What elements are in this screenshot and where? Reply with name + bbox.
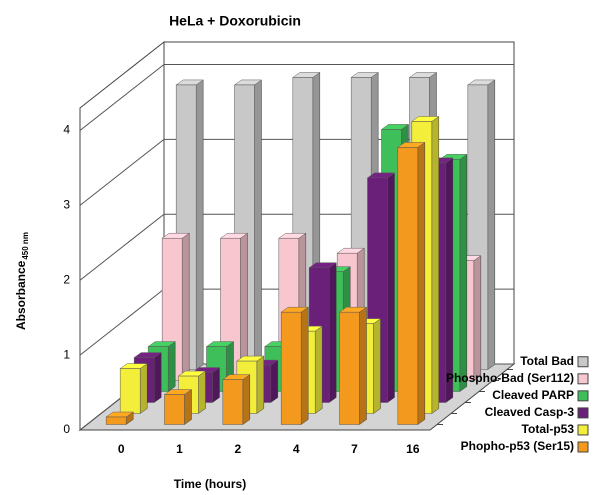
bar-side <box>153 352 162 403</box>
bar-side <box>328 262 337 403</box>
x-tick-label: 0 <box>118 442 125 456</box>
bar <box>280 311 302 425</box>
chart-title: HeLa + Doxorubicin <box>169 13 301 29</box>
legend-swatch <box>577 373 589 385</box>
y-tick-label: 3 <box>63 198 70 212</box>
y-axis-title-main: Absorbance <box>14 260 28 330</box>
y-tick-label: 0 <box>63 422 70 436</box>
x-tick-label: 7 <box>351 442 358 456</box>
y-tick-label: 4 <box>63 123 70 137</box>
bar-side <box>459 153 468 392</box>
bar-side <box>198 370 206 414</box>
legend-label: Phospho-Bad (Ser112) <box>446 371 574 385</box>
bar-side <box>181 232 190 381</box>
y-tick-label: 2 <box>63 272 70 286</box>
bar-side <box>212 367 220 403</box>
legend-label: Total Bad <box>520 354 574 368</box>
legend-label: Cleaved PARP <box>492 388 574 402</box>
x-axis-title: Time (hours) <box>174 477 246 491</box>
bar-side <box>473 255 482 381</box>
bar <box>105 416 127 425</box>
bar-side <box>314 325 323 414</box>
bar <box>339 311 360 425</box>
x-tick-label: 16 <box>406 442 420 456</box>
bar-side <box>242 374 251 425</box>
bar-side <box>431 115 440 414</box>
x-tick-label: 2 <box>234 442 241 456</box>
bar-side <box>195 79 204 370</box>
legend-swatch <box>577 407 589 419</box>
bar-side <box>256 355 265 414</box>
grid-line <box>79 138 165 206</box>
x-tick-label: 1 <box>176 442 183 456</box>
legend-label: Phopho-p53 (Ser15) <box>461 439 574 453</box>
bar-side <box>270 359 279 403</box>
bar-side <box>359 306 367 425</box>
legend-swatch <box>577 424 589 436</box>
bar-side <box>387 172 395 403</box>
grid-line <box>79 213 165 281</box>
y-axis-title: Absorbance 450 nm <box>14 232 30 330</box>
bar-side <box>300 306 309 425</box>
bar-side <box>139 363 148 414</box>
bar-side <box>254 79 262 370</box>
bar-side <box>373 318 381 414</box>
legend-label: Total-p53 <box>522 422 575 436</box>
y-tick-label: 1 <box>63 347 70 361</box>
legend-swatch <box>577 356 589 368</box>
bar-side <box>417 141 426 425</box>
bar <box>397 147 419 425</box>
grid-line <box>79 64 165 131</box>
bar <box>164 394 185 425</box>
bar <box>222 379 244 425</box>
grid-line <box>79 288 165 356</box>
bar-side <box>167 341 176 392</box>
bar-side <box>445 157 454 403</box>
legend-label: Cleaved Casp-3 <box>485 405 575 419</box>
bar <box>119 368 141 414</box>
x-tick-label: 4 <box>293 442 300 456</box>
y-axis-title-sub: 450 nm <box>21 232 30 260</box>
bar-side <box>184 389 192 425</box>
legend-swatch <box>577 441 589 453</box>
bar-side <box>487 79 496 370</box>
legend-swatch <box>577 390 589 402</box>
